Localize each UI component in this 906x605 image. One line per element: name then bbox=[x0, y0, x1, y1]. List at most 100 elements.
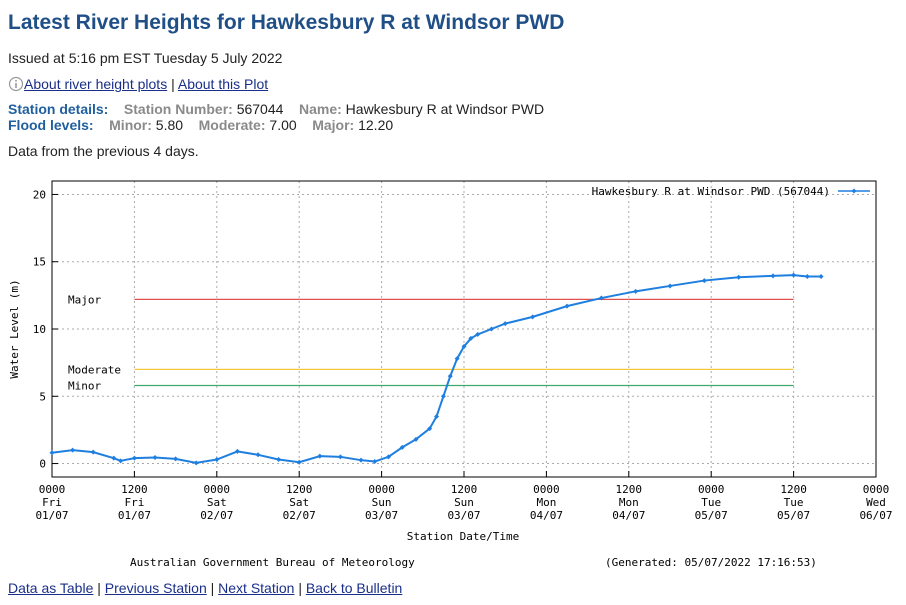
data-point bbox=[317, 453, 323, 459]
value: 567044 bbox=[236, 101, 284, 117]
value: 7.00 bbox=[269, 117, 297, 133]
data-point bbox=[70, 447, 76, 453]
data-point bbox=[49, 450, 55, 456]
x-tick-label: 1200 Sun 03/07 bbox=[447, 483, 480, 522]
link[interactable]: Back to Bulletin bbox=[305, 580, 403, 596]
data-point bbox=[296, 459, 302, 465]
link[interactable]: About this Plot bbox=[177, 76, 269, 92]
data-point bbox=[440, 393, 446, 399]
y-tick-label: 5 bbox=[39, 390, 46, 403]
data-point bbox=[701, 278, 707, 284]
info-links: About river height plots | About this Pl… bbox=[8, 76, 268, 92]
x-tick-label: 0000 Tue 05/07 bbox=[695, 483, 728, 522]
data-point bbox=[770, 273, 776, 279]
threshold-label: Moderate bbox=[68, 363, 121, 376]
x-tick-label: 0000 Sat 02/07 bbox=[200, 483, 233, 522]
data-point bbox=[413, 436, 419, 442]
data-point bbox=[372, 459, 378, 465]
generated: (Generated: 05/07/2022 17:16:53) bbox=[605, 556, 817, 569]
label: Flood levels: bbox=[8, 117, 94, 133]
separator: | bbox=[171, 76, 175, 92]
x-tick-label: 0000 Mon 04/07 bbox=[530, 483, 563, 522]
data-point bbox=[468, 335, 474, 341]
data-point bbox=[461, 343, 467, 349]
x-tick-label: 1200 Sat 02/07 bbox=[283, 483, 316, 522]
data-point bbox=[152, 454, 158, 460]
data-point bbox=[337, 454, 343, 460]
data-point bbox=[488, 326, 494, 332]
data-point bbox=[791, 272, 797, 278]
page-title: Latest River Heights for Hawkesbury R at… bbox=[8, 11, 565, 34]
x-tick-label: 1200 Mon 04/07 bbox=[612, 483, 645, 522]
data-point bbox=[234, 448, 240, 454]
data-point bbox=[598, 295, 604, 301]
x-tick-label: 1200 Tue 05/07 bbox=[777, 483, 810, 522]
series-line bbox=[51, 274, 822, 464]
data-point bbox=[564, 303, 570, 309]
note: Data from the previous 4 days. bbox=[8, 143, 199, 159]
data-point bbox=[427, 426, 433, 432]
threshold-label: Major bbox=[68, 293, 101, 306]
link[interactable]: About river height plots bbox=[24, 76, 168, 92]
value: 12.20 bbox=[358, 117, 394, 133]
separator: | bbox=[97, 580, 101, 596]
link[interactable]: Next Station bbox=[218, 580, 295, 596]
y-tick-label: 20 bbox=[33, 188, 46, 201]
info-icon bbox=[8, 76, 24, 92]
value: Hawkesbury R at Windsor PWD bbox=[345, 101, 545, 117]
x-tick-label: 1200 Fri 01/07 bbox=[118, 483, 151, 522]
plot-frame bbox=[51, 180, 877, 478]
label: Major: bbox=[312, 117, 355, 133]
x-axis-label: Station Date/Time bbox=[407, 530, 520, 543]
link[interactable]: Data as Table bbox=[8, 580, 94, 596]
separator: | bbox=[298, 580, 302, 596]
chart: Water Level (m) Station Date/Time Austra… bbox=[8, 180, 893, 569]
y-tick-label: 0 bbox=[39, 458, 46, 471]
label: Moderate: bbox=[198, 117, 266, 133]
data-point bbox=[90, 449, 96, 455]
x-tick-label: 0000 Fri 01/07 bbox=[35, 483, 68, 522]
data-point bbox=[385, 454, 391, 460]
data-point bbox=[633, 288, 639, 294]
data-point bbox=[736, 274, 742, 280]
separator: | bbox=[210, 580, 215, 596]
data-point bbox=[434, 413, 440, 419]
data-point bbox=[818, 274, 824, 280]
label: Station Number: bbox=[123, 101, 233, 117]
data-point bbox=[111, 455, 117, 461]
link[interactable]: Previous Station bbox=[104, 580, 207, 596]
data-point bbox=[193, 460, 199, 466]
data-point bbox=[358, 457, 364, 463]
label: Name: bbox=[298, 101, 342, 117]
data-point bbox=[118, 458, 124, 464]
issued: Issued at 5:16 pm EST Tuesday 5 July 202… bbox=[8, 50, 283, 66]
legend-marker bbox=[851, 188, 857, 194]
data-point bbox=[173, 456, 179, 462]
data-point bbox=[502, 321, 508, 327]
y-tick-label: 15 bbox=[33, 256, 46, 269]
value: 5.80 bbox=[155, 117, 184, 133]
data-point bbox=[276, 457, 282, 463]
x-tick-label: 0000 Sun 03/07 bbox=[365, 483, 398, 522]
threshold-label: Minor bbox=[68, 380, 101, 393]
legend-label: Hawkesbury R at Windsor PWD (567044) bbox=[592, 185, 830, 198]
data-point bbox=[447, 373, 453, 379]
data-point bbox=[454, 356, 460, 362]
y-axis-label: Water Level (m) bbox=[8, 279, 21, 378]
data-point bbox=[399, 444, 405, 450]
label: Minor: bbox=[109, 117, 152, 133]
footer-links: Data as Table | Previous Station | Next … bbox=[8, 580, 402, 596]
x-tick-label: 0000 Wed 06/07 bbox=[859, 483, 892, 522]
data-point bbox=[804, 274, 810, 280]
y-tick-label: 10 bbox=[33, 323, 46, 336]
data-point bbox=[131, 455, 137, 461]
source: Australian Government Bureau of Meteorol… bbox=[130, 556, 415, 569]
data-point bbox=[475, 331, 481, 337]
label: Station details: bbox=[8, 101, 109, 117]
station-details: Station details: Station Number: 567044 … bbox=[8, 101, 544, 117]
data-point bbox=[530, 314, 536, 320]
data-point bbox=[255, 452, 261, 458]
data-point bbox=[667, 283, 673, 289]
data-point bbox=[214, 457, 220, 463]
